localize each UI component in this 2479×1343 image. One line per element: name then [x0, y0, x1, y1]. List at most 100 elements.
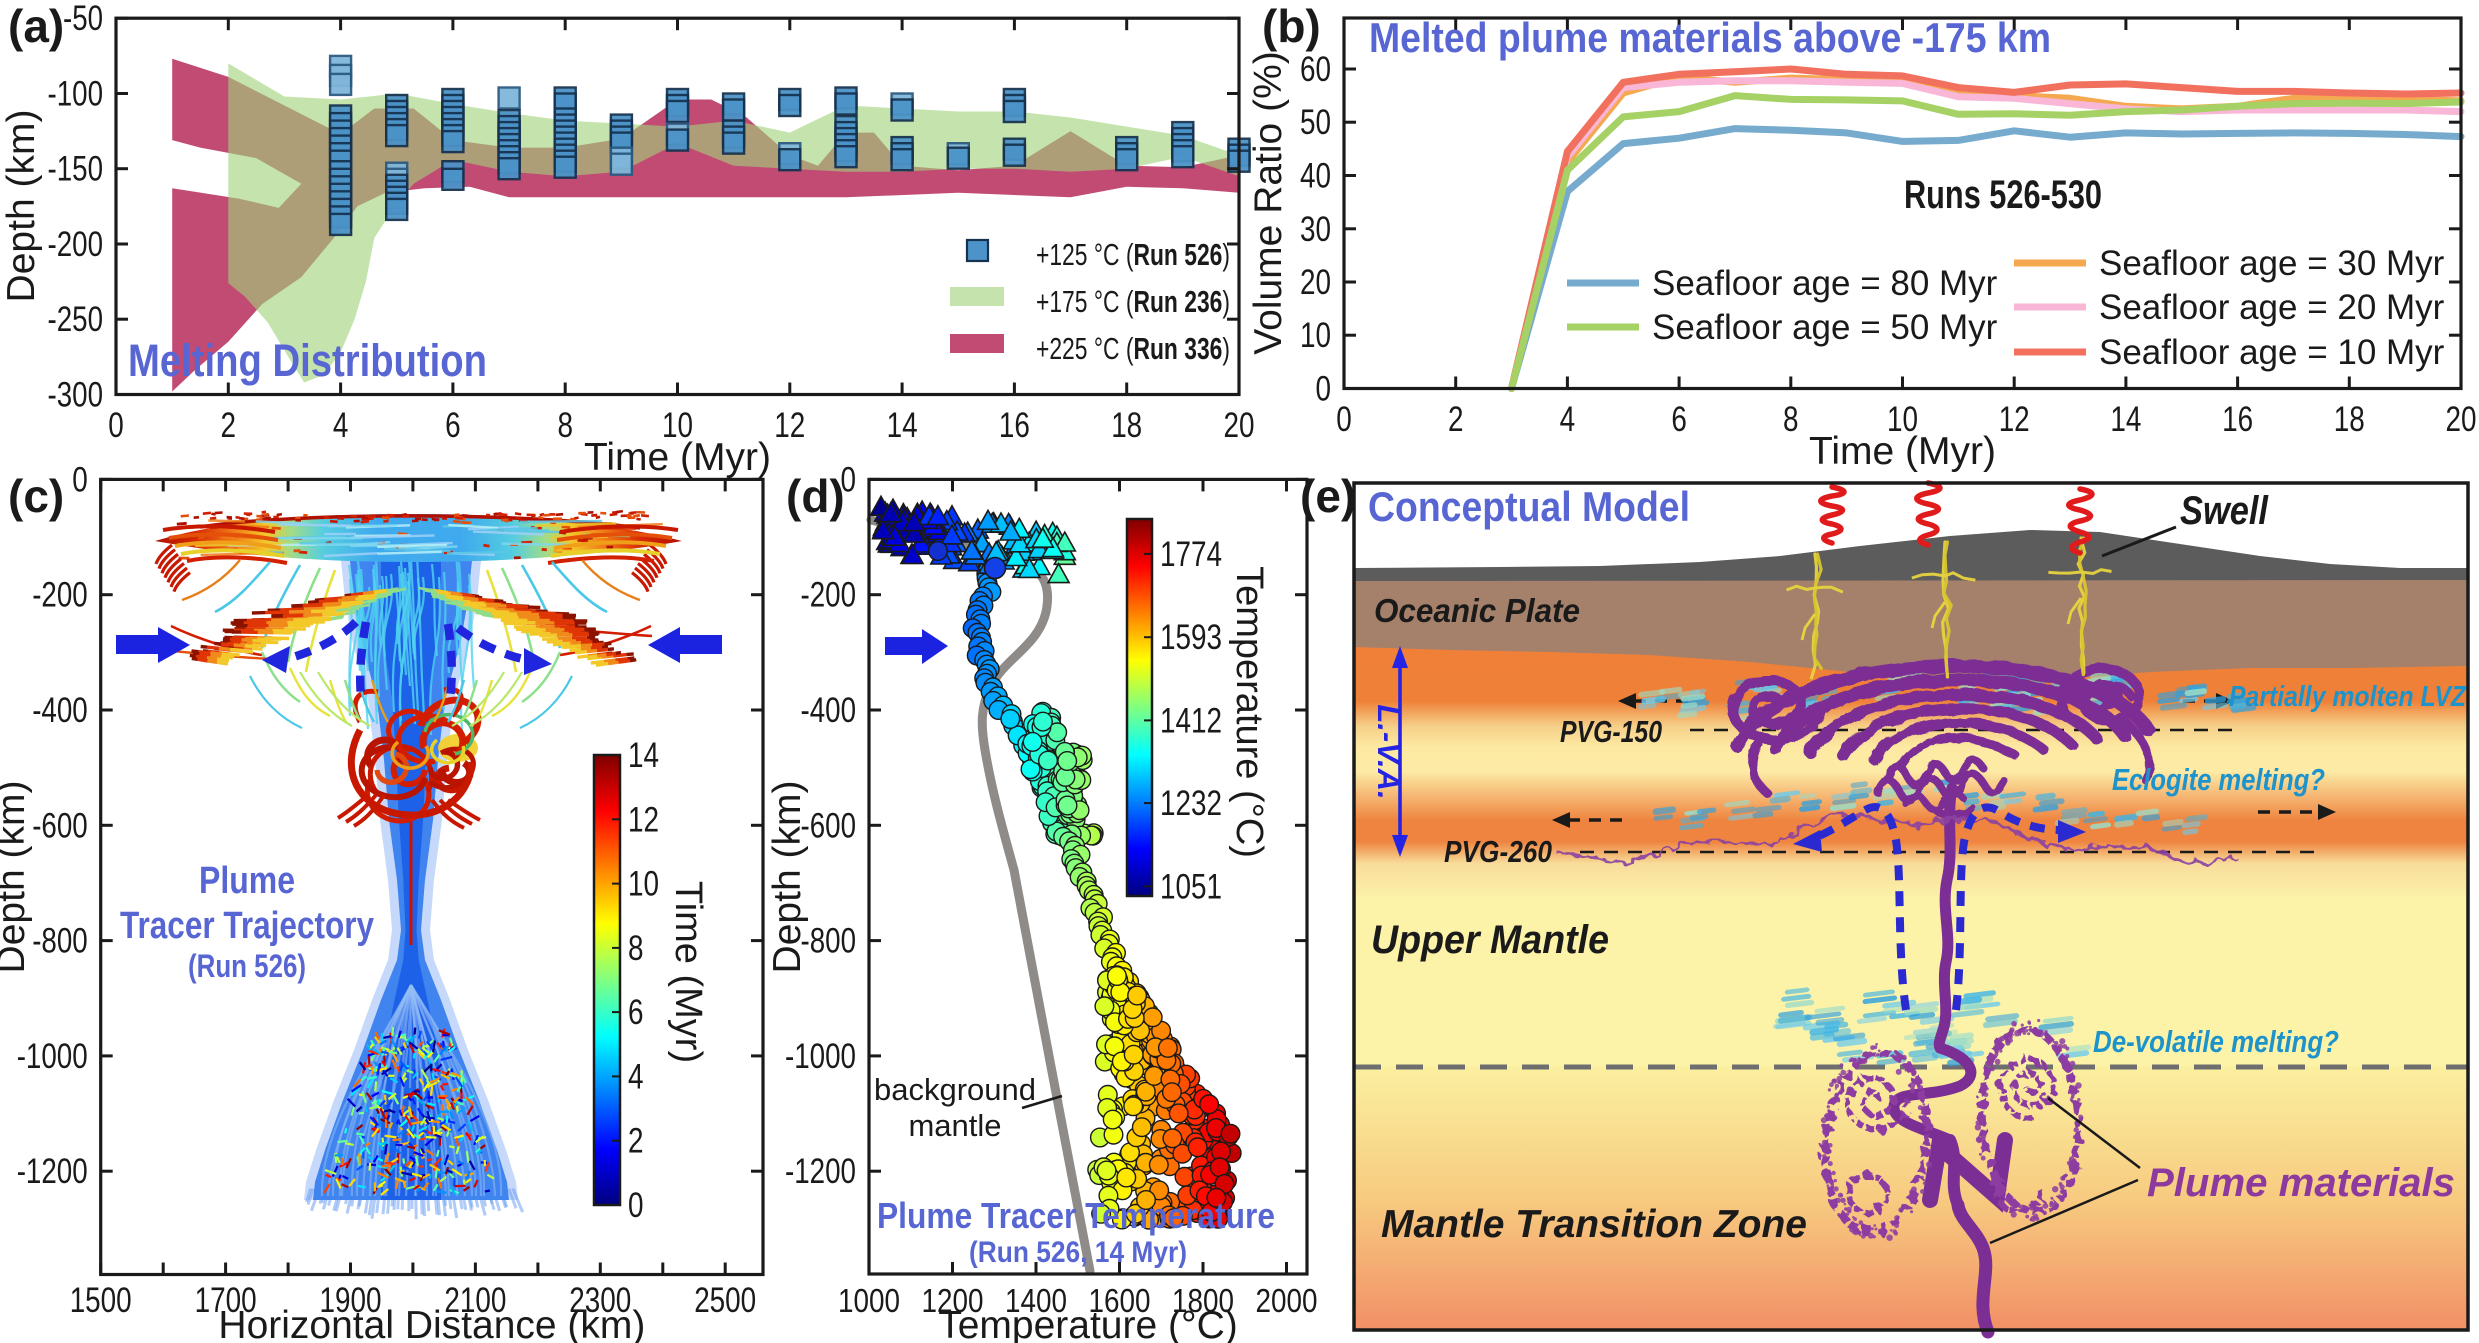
svg-text:Swell: Swell: [2180, 489, 2269, 533]
svg-text:Melted plume materials above -: Melted plume materials above -175 km: [1369, 14, 2051, 61]
svg-text:Depth (km): Depth (km): [0, 781, 33, 974]
svg-text:1400: 1400: [1005, 1282, 1067, 1319]
svg-text:-150: -150: [48, 150, 104, 189]
svg-text:Upper Mantle: Upper Mantle: [1371, 918, 1609, 962]
svg-text:20: 20: [2446, 400, 2477, 439]
svg-text:Seafloor age = 80 Myr: Seafloor age = 80 Myr: [1652, 264, 1998, 303]
svg-text:Depth (km): Depth (km): [0, 110, 43, 303]
svg-text:(Run 526): (Run 526): [188, 948, 306, 984]
svg-text:-1200: -1200: [17, 1152, 88, 1191]
svg-text:6: 6: [1671, 400, 1687, 439]
svg-text:Conceptual Model: Conceptual Model: [1368, 483, 1690, 530]
svg-text:PVG-150: PVG-150: [1560, 714, 1662, 749]
svg-text:De-volatile melting?: De-volatile melting?: [2093, 1024, 2339, 1059]
svg-text:1900: 1900: [320, 1281, 382, 1320]
svg-text:12: 12: [1999, 400, 2030, 439]
svg-text:-800: -800: [32, 922, 88, 961]
svg-text:Mantle Transition Zone: Mantle Transition Zone: [1381, 1203, 1807, 1246]
svg-text:10: 10: [1300, 316, 1331, 355]
svg-text:1593: 1593: [1160, 618, 1222, 657]
svg-text:1700: 1700: [195, 1281, 257, 1320]
svg-text:Tracer Trajectory: Tracer Trajectory: [120, 905, 374, 947]
svg-text:Oceanic Plate: Oceanic Plate: [1374, 592, 1580, 629]
svg-text:Eclogite melting?: Eclogite melting?: [2112, 762, 2325, 797]
svg-text:-600: -600: [801, 806, 857, 845]
svg-text:16: 16: [999, 406, 1030, 445]
svg-text:1412: 1412: [1160, 701, 1222, 740]
svg-text:(e): (e): [1300, 470, 1356, 522]
svg-text:0: 0: [1316, 370, 1332, 409]
svg-text:8: 8: [628, 929, 644, 968]
svg-text:20: 20: [1300, 263, 1331, 302]
svg-text:Runs 526-530: Runs 526-530: [1904, 173, 2102, 217]
svg-text:(c): (c): [8, 470, 64, 522]
svg-text:60: 60: [1300, 50, 1331, 89]
svg-text:16: 16: [2222, 400, 2253, 439]
svg-text:14: 14: [628, 736, 659, 775]
svg-text:Temperature (°C): Temperature (°C): [1228, 566, 1270, 858]
svg-text:Seafloor age = 30 Myr: Seafloor age = 30 Myr: [2099, 244, 2445, 283]
svg-text:0: 0: [628, 1186, 644, 1225]
svg-text:-200: -200: [801, 576, 857, 615]
svg-text:-250: -250: [48, 300, 104, 339]
svg-text:(a): (a): [8, 0, 64, 52]
svg-text:-200: -200: [48, 225, 104, 264]
svg-text:Time (Myr): Time (Myr): [667, 881, 709, 1063]
svg-text:10: 10: [628, 865, 659, 904]
svg-text:Depth (km): Depth (km): [766, 781, 809, 974]
svg-text:8: 8: [557, 406, 573, 445]
svg-text:+225 °C (Run 336): +225 °C (Run 336): [1036, 331, 1230, 366]
svg-text:L.-V.A.: L.-V.A.: [1371, 704, 1406, 799]
svg-text:30: 30: [1300, 210, 1331, 249]
svg-text:mantle: mantle: [908, 1108, 1001, 1143]
svg-text:10: 10: [1887, 400, 1918, 439]
svg-text:Plume materials: Plume materials: [2147, 1161, 2455, 1205]
svg-text:18: 18: [2334, 400, 2365, 439]
svg-text:-1000: -1000: [17, 1037, 88, 1076]
svg-text:8: 8: [1783, 400, 1799, 439]
svg-text:Partially molten LVZ: Partially molten LVZ: [2229, 681, 2467, 713]
svg-text:6: 6: [628, 993, 644, 1032]
svg-text:1232: 1232: [1160, 784, 1222, 823]
svg-text:2300: 2300: [569, 1281, 631, 1320]
svg-text:14: 14: [2110, 400, 2141, 439]
svg-text:Volume Ratio (%): Volume Ratio (%): [1247, 51, 1290, 354]
svg-text:Time (Myr): Time (Myr): [584, 436, 771, 479]
svg-text:-1200: -1200: [785, 1152, 856, 1191]
svg-text:Horizontal Distance (km): Horizontal Distance (km): [218, 1304, 645, 1343]
svg-text:-1000: -1000: [785, 1037, 856, 1076]
svg-text:Temperature (°C): Temperature (°C): [938, 1304, 1238, 1343]
svg-text:(b): (b): [1262, 0, 1321, 52]
svg-text:-400: -400: [32, 691, 88, 730]
svg-text:(d): (d): [786, 470, 845, 522]
svg-text:1800: 1800: [1172, 1282, 1234, 1319]
svg-text:-200: -200: [32, 576, 88, 615]
svg-text:0: 0: [108, 406, 124, 445]
svg-text:Plume: Plume: [199, 860, 295, 902]
svg-text:background: background: [874, 1072, 1036, 1107]
svg-text:-50: -50: [63, 0, 103, 38]
svg-text:1600: 1600: [1089, 1282, 1151, 1319]
svg-text:-600: -600: [32, 806, 88, 845]
svg-text:14: 14: [887, 406, 918, 445]
svg-text:1051: 1051: [1160, 867, 1222, 906]
svg-text:4: 4: [628, 1057, 644, 1096]
svg-text:0: 0: [72, 460, 88, 499]
svg-text:Seafloor age = 20 Myr: Seafloor age = 20 Myr: [2099, 288, 2445, 327]
svg-text:+175 °C (Run 236): +175 °C (Run 236): [1036, 284, 1230, 319]
svg-text:2: 2: [1448, 400, 1464, 439]
svg-text:2: 2: [221, 406, 237, 445]
svg-text:4: 4: [1560, 400, 1576, 439]
svg-text:-800: -800: [801, 922, 857, 961]
svg-text:10: 10: [662, 406, 693, 445]
svg-text:-100: -100: [48, 75, 104, 114]
svg-text:6: 6: [445, 406, 461, 445]
svg-text:Seafloor age = 10 Myr: Seafloor age = 10 Myr: [2099, 333, 2445, 372]
svg-text:12: 12: [774, 406, 805, 445]
svg-text:PVG-260: PVG-260: [1444, 834, 1552, 869]
svg-text:-300: -300: [48, 376, 104, 415]
svg-text:1000: 1000: [838, 1282, 900, 1319]
svg-text:Plume Tracer Temperature: Plume Tracer Temperature: [877, 1195, 1275, 1236]
svg-text:12: 12: [628, 800, 659, 839]
svg-text:2: 2: [628, 1122, 644, 1161]
